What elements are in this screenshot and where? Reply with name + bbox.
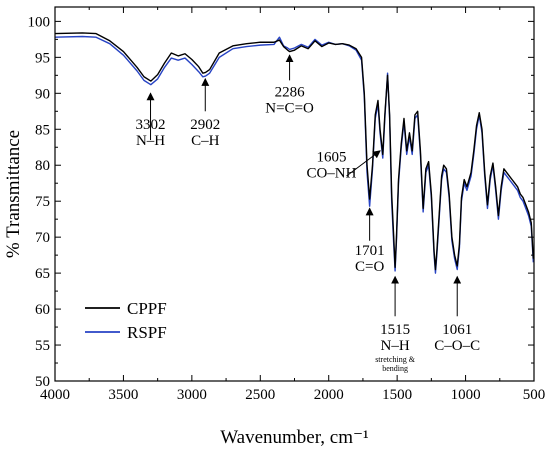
x-tick-label: 2500 [245, 387, 275, 403]
x-tick-label: 1500 [382, 387, 412, 403]
legend: CPPF RSPF [85, 299, 167, 342]
legend-label-cppf: CPPF [127, 299, 167, 318]
y-axis-label: % Transmittance [3, 130, 24, 258]
annotation-label: N–H [136, 133, 165, 149]
x-tick-label: 1000 [451, 387, 481, 403]
x-tick-label: 500 [523, 387, 546, 403]
y-tick-label: 80 [35, 158, 50, 174]
series-line-cppf [54, 32, 535, 271]
legend-label-rspf: RSPF [127, 323, 167, 342]
x-axis: 4000 3500 3000 2500 2000 1500 1000 500 [40, 7, 545, 403]
y-tick-label: 50 [35, 374, 50, 390]
y-tick-label: 60 [35, 302, 50, 318]
annotation-label: 2286 [275, 85, 306, 101]
annotation-label: C–H [191, 133, 220, 149]
x-axis-label: Wavenumber, cm⁻¹ [220, 427, 369, 448]
series-line-rspf [54, 35, 535, 274]
annotation-label: 1701 [355, 243, 385, 259]
y-tick-label: 75 [35, 194, 50, 210]
x-tick-label: 4000 [40, 387, 70, 403]
y-tick-label: 85 [35, 122, 50, 138]
annotation-sublabel: stretching & [375, 355, 416, 364]
y-tick-label: 90 [35, 86, 50, 102]
x-tick-label: 3500 [108, 387, 138, 403]
annotations: 3302N–H2902C–H2286N=C=O1605CO–NH1701C=O1… [136, 54, 480, 373]
annotation-label: 1515 [380, 322, 410, 338]
y-tick-label: 95 [35, 50, 50, 66]
y-tick-label: 55 [35, 338, 50, 354]
y-tick-label: 100 [28, 14, 51, 30]
annotation-label: 1605 [316, 150, 346, 166]
x-tick-label: 3000 [177, 387, 207, 403]
annotation-label: N=C=O [265, 101, 314, 117]
annotation-label: CO–NH [306, 166, 356, 182]
annotation-label: 1061 [442, 322, 472, 338]
annotation-label: 3302 [136, 117, 166, 133]
y-axis: 50 55 60 65 70 75 80 85 90 95 100 [28, 14, 534, 390]
y-tick-label: 65 [35, 266, 50, 282]
annotation-label: C=O [355, 259, 384, 275]
x-tick-label: 2000 [314, 387, 344, 403]
series-layer [54, 32, 535, 274]
annotation-label: 2902 [190, 117, 220, 133]
annotation-sublabel: bending [382, 364, 408, 373]
annotation-arrow [346, 150, 381, 177]
annotation-label: C–O–C [434, 338, 480, 354]
annotation-label: N–H [381, 338, 410, 354]
y-tick-label: 70 [35, 230, 50, 246]
